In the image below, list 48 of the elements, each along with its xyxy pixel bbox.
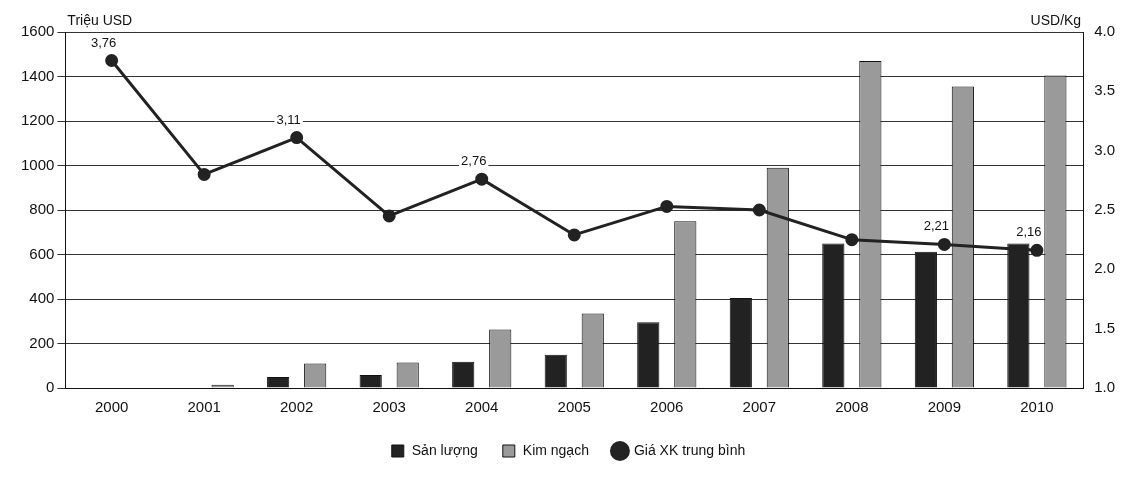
y-tick-label: 1000 (20, 155, 55, 173)
point (290, 131, 304, 145)
y-tick-label: 1200 (20, 111, 55, 129)
x-tick-label: 2009 (927, 398, 962, 416)
x-tick-label: 2001 (187, 398, 221, 416)
y-tick-label: 1600 (20, 22, 55, 40)
y-tick-label: 600 (29, 244, 55, 262)
y-tick-label: 800 (29, 200, 55, 218)
y2-tick-label: 1.0 (1094, 378, 1116, 396)
x-tick-label: 2007 (742, 398, 776, 416)
y-axis-title: Triệu USD (67, 11, 133, 28)
y-tick-label: 1400 (20, 66, 55, 84)
point (382, 209, 396, 223)
x-tick-label: 2005 (557, 398, 591, 416)
point (105, 53, 119, 67)
x-tick-label: 2003 (372, 398, 406, 416)
y-tick-label: 400 (29, 289, 55, 307)
y2-tick-label: 2.5 (1094, 200, 1116, 218)
x-tick-label: 2010 (1020, 398, 1054, 416)
point (660, 199, 674, 213)
x-tick-label: 2008 (835, 398, 869, 416)
y2-tick-label: 3.5 (1094, 81, 1116, 99)
legend-label: Kim ngạch (522, 441, 589, 458)
y-tick-label: 200 (29, 333, 55, 351)
x-tick-label: 2002 (279, 398, 314, 416)
y-tick-label: 0 (46, 378, 55, 396)
point (937, 237, 951, 251)
y2-tick-label: 1.5 (1094, 318, 1116, 336)
data-label: 3,76 (90, 34, 117, 50)
point (1030, 243, 1044, 257)
y2-axis-title: USD/Kg (1030, 11, 1082, 28)
y2-tick-label: 4.0 (1094, 22, 1116, 40)
legend-label: Giá XK trung bình (633, 441, 746, 458)
x-tick-label: 2006 (650, 398, 684, 416)
y2-tick-label: 2.0 (1094, 259, 1116, 277)
point (475, 172, 489, 186)
point (752, 203, 766, 217)
legend-label: Sản lượng (411, 441, 478, 458)
point (845, 233, 859, 247)
point (197, 167, 211, 181)
x-tick-label: 2004 (465, 398, 499, 416)
y2-tick-label: 3.0 (1094, 140, 1116, 158)
data-label: 2,21 (923, 218, 950, 234)
data-label: 2,16 (1016, 224, 1042, 240)
point (567, 228, 581, 242)
x-tick-label: 2000 (94, 398, 129, 416)
data-label: 3,11 (276, 111, 301, 127)
data-label: 2,76 (461, 153, 487, 169)
